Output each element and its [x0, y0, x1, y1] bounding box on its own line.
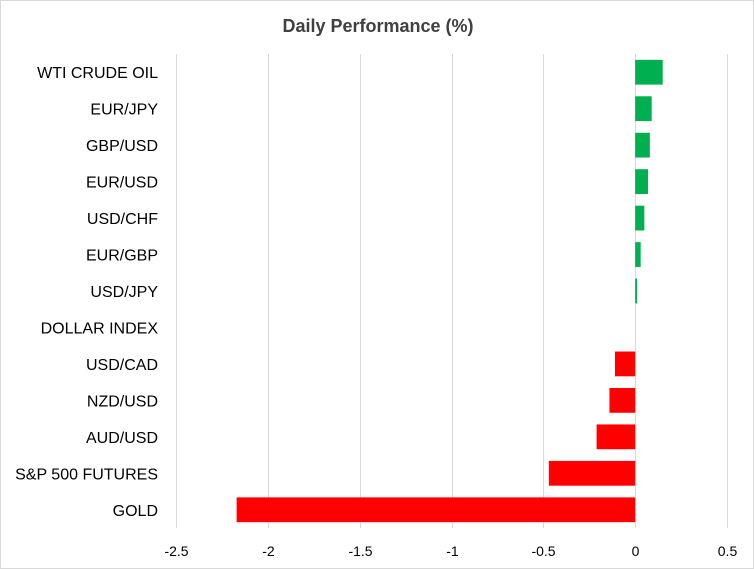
bar: [614, 351, 636, 377]
gridlines: [176, 54, 728, 528]
bar: [635, 96, 652, 122]
category-label: NZD/USD: [87, 393, 158, 410]
category-label: USD/CAD: [86, 357, 158, 374]
x-tick-label: -1: [446, 543, 459, 559]
bar: [635, 132, 650, 158]
category-label: WTI CRUDE OIL: [37, 65, 158, 82]
category-label: EUR/USD: [86, 175, 158, 192]
x-tick-label: 0: [632, 543, 640, 559]
category-label: USD/CHF: [87, 211, 158, 228]
x-tick-label: -1.5: [348, 543, 372, 559]
x-tick-label: -2: [262, 543, 275, 559]
category-label: EUR/GBP: [86, 248, 158, 265]
bar: [236, 497, 636, 523]
bar: [635, 278, 638, 304]
chart-title: Daily Performance (%): [282, 16, 473, 36]
category-label: GOLD: [113, 503, 158, 520]
category-labels: WTI CRUDE OIL EUR/JPY GBP/USD EUR/USD USD/CH…: [15, 65, 158, 520]
bar: [635, 169, 649, 195]
bar: [635, 242, 641, 267]
category-label: GBP/USD: [86, 138, 158, 155]
x-tick-label: -0.5: [531, 543, 555, 559]
category-label: AUD/USD: [86, 430, 158, 447]
bar: [635, 205, 645, 231]
x-tick-label: -2.5: [164, 543, 188, 559]
bar: [596, 424, 636, 450]
category-label: DOLLAR INDEX: [41, 320, 159, 337]
bars: [236, 59, 663, 523]
category-label: EUR/JPY: [90, 102, 158, 119]
x-tick-label: 0.5: [718, 543, 738, 559]
bar: [548, 460, 636, 486]
category-label: S&P 500 FUTURES: [15, 466, 158, 483]
bar: [635, 59, 663, 85]
category-label: USD/JPY: [90, 284, 158, 301]
x-tick-labels: -2.5 -2 -1.5 -1 -0.5 0 0.5: [164, 543, 737, 559]
bar: [609, 387, 636, 413]
